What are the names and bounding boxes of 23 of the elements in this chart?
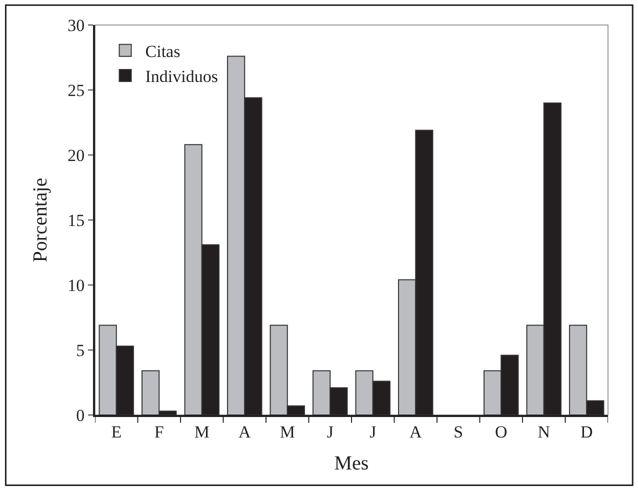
x-tick-label: A	[238, 422, 252, 442]
y-tick-label: 15	[68, 210, 85, 230]
x-tick-label: O	[494, 422, 508, 442]
x-tick-label: S	[454, 422, 464, 442]
x-tick-label: M	[280, 422, 295, 442]
x-tick-label: E	[111, 422, 122, 442]
y-tick-label: 30	[68, 16, 85, 35]
x-tick-label: J	[326, 422, 334, 442]
y-tick-label: 20	[68, 146, 85, 165]
legend-label: Citas	[145, 42, 180, 61]
y-tick-label: 0	[76, 406, 85, 425]
legend-label: Individuos	[145, 67, 218, 86]
x-tick-label: A	[409, 422, 422, 442]
x-tick-label: D	[580, 422, 593, 442]
y-tick-label: 25	[68, 80, 85, 100]
x-axis-title: Mes	[334, 452, 369, 474]
x-tick-label: F	[154, 422, 164, 442]
y-tick-label: 5	[76, 340, 85, 360]
y-tick-label: 10	[68, 276, 85, 295]
x-tick-label: J	[370, 422, 377, 442]
x-tick-label: M	[194, 422, 210, 442]
y-axis-title: Porcentaje	[30, 178, 52, 262]
x-tick-label: N	[538, 422, 550, 442]
